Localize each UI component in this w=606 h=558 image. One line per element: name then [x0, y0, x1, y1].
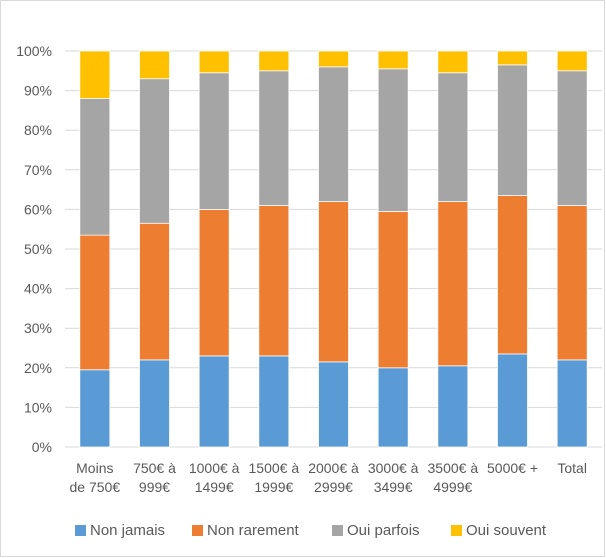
bar-segment-non-rarement — [318, 201, 349, 363]
bar-segment-non-rarement — [79, 234, 111, 371]
y-tick-label: 10% — [24, 399, 52, 415]
bar-segment-oui-souvent — [556, 50, 588, 72]
x-tick-label-line: 3000€ à — [368, 460, 419, 476]
x-tick-label: Moins de 750€ — [70, 460, 121, 495]
legend-swatch — [192, 525, 203, 536]
bar-segment-oui-souvent — [437, 50, 469, 74]
bars — [79, 50, 588, 448]
legend-label: Oui parfois — [347, 522, 420, 539]
y-tick-label: 100% — [16, 43, 52, 59]
bar-segment-oui-parfois — [497, 64, 528, 196]
bar-segment-oui-parfois — [79, 98, 111, 236]
x-tick-label-line: 4999€ — [433, 479, 472, 495]
y-tick-label: 30% — [24, 320, 52, 336]
bar-segment-non-rarement — [497, 195, 528, 355]
bar-segment-non-jamais — [556, 359, 588, 448]
legend-label: Non jamais — [90, 522, 165, 539]
x-tick-label-line: 1999€ — [254, 479, 293, 495]
legend-swatch — [451, 525, 462, 536]
bar-segment-oui-parfois — [556, 70, 588, 206]
bar-segment-non-rarement — [377, 211, 409, 369]
bar-segment-oui-souvent — [497, 50, 528, 66]
y-tick-label: 70% — [24, 162, 52, 178]
y-axis-ticks: 0% 10% 20% 30% 40% 50% 60% 70% 80% 90% 100% — [16, 43, 52, 455]
x-tick-label-line: 999€ — [139, 479, 170, 495]
y-tick-label: 20% — [24, 360, 52, 376]
bar-segment-oui-souvent — [377, 50, 409, 70]
x-tick-label-line: 1499€ — [195, 479, 234, 495]
legend-label: Non rarement — [207, 522, 300, 539]
x-tick-label-line: 5000€ + — [487, 460, 538, 476]
bar-segment-non-jamais — [437, 365, 469, 448]
x-tick-label-line: 750€ à — [133, 460, 176, 476]
x-tick-label-line: Total — [557, 460, 587, 476]
bar-segment-non-jamais — [318, 361, 349, 448]
bar-segment-non-rarement — [198, 209, 230, 357]
bar-segment-non-rarement — [437, 201, 469, 367]
bar-segment-oui-souvent — [258, 50, 290, 72]
bar-segment-oui-souvent — [318, 50, 349, 68]
x-tick-label-line: 2999€ — [314, 479, 353, 495]
legend-item: Oui parfois — [332, 522, 420, 539]
legend-item: Oui souvent — [451, 522, 547, 539]
y-tick-label: 90% — [24, 83, 52, 99]
x-tick-label-line: 2000€ à — [308, 460, 359, 476]
x-tick-label-line: 3499€ — [374, 479, 413, 495]
x-axis-ticks: Moins de 750€ 750€ à 999€ 1000€ à 1499€ 1500€ … — [70, 460, 587, 495]
y-tick-label: 50% — [24, 241, 52, 257]
x-tick-label: 3000€ à 3499€ — [368, 460, 419, 495]
bar-segment-oui-parfois — [258, 70, 290, 206]
bar-segment-oui-parfois — [437, 72, 469, 202]
bar-segment-non-jamais — [79, 369, 111, 448]
bar-segment-non-rarement — [258, 205, 290, 357]
x-tick-label: 2000€ à 2999€ — [308, 460, 359, 495]
x-tick-label-line: 1000€ à — [189, 460, 240, 476]
legend: Non jamais Non rarement Oui parfois Oui sou… — [75, 522, 547, 539]
bar-segment-non-jamais — [258, 355, 290, 448]
y-tick-label: 40% — [24, 281, 52, 297]
bar-segment-oui-souvent — [198, 50, 230, 74]
x-tick-label: Total — [557, 460, 587, 476]
bar-segment-non-rarement — [556, 205, 588, 361]
x-tick-label: 1000€ à 1499€ — [189, 460, 240, 495]
bar-segment-oui-souvent — [139, 50, 170, 80]
y-tick-label: 0% — [32, 439, 52, 455]
x-tick-label-line: Moins — [76, 460, 113, 476]
bar-segment-oui-parfois — [198, 72, 230, 210]
legend-item: Non jamais — [75, 522, 165, 539]
x-tick-label: 1500€ à 1999€ — [249, 460, 300, 495]
bar-segment-oui-parfois — [318, 66, 349, 202]
x-tick-label-line: 1500€ à — [249, 460, 300, 476]
y-tick-label: 80% — [24, 122, 52, 138]
x-tick-label: 3500€ à 4999€ — [428, 460, 479, 495]
x-tick-label: 750€ à 999€ — [133, 460, 176, 495]
bar-segment-non-jamais — [198, 355, 230, 448]
bar-segment-oui-parfois — [139, 78, 170, 224]
legend-label: Oui souvent — [466, 522, 547, 539]
legend-swatch — [332, 525, 343, 536]
legend-item: Non rarement — [192, 522, 300, 539]
bar-segment-oui-parfois — [377, 68, 409, 212]
bar-segment-non-jamais — [377, 367, 409, 448]
x-tick-label-line: 3500€ à — [428, 460, 479, 476]
x-tick-label: 5000€ + — [487, 460, 538, 476]
bar-segment-non-jamais — [497, 353, 528, 448]
bar-segment-oui-souvent — [79, 50, 111, 99]
bar-segment-non-jamais — [139, 359, 170, 448]
x-tick-label-line: de 750€ — [70, 479, 121, 495]
bar-segment-non-rarement — [139, 222, 170, 361]
legend-swatch — [75, 525, 86, 536]
y-tick-label: 60% — [24, 201, 52, 217]
